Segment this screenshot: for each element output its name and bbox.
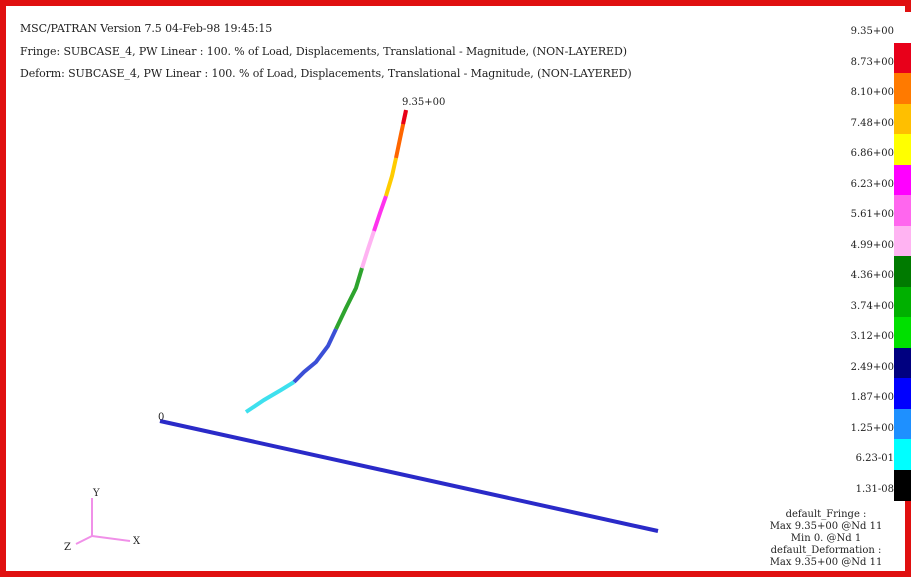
legend-label: 4.36+00 [850, 270, 894, 281]
deform-line: Deform: SUBCASE_4, PW Linear : 100. % of… [20, 67, 632, 80]
result-summary: default_Fringe : Max 9.35+00 @Nd 11 Min … [746, 509, 906, 569]
deformed-segment [360, 230, 376, 269]
legend-swatch [894, 134, 911, 165]
legend-label: 1.87+00 [850, 392, 894, 403]
fringe-line: Fringe: SUBCASE_4, PW Linear : 100. % of… [20, 45, 627, 58]
legend-label: 1.31-08 [855, 483, 894, 495]
origin-label: 0 [158, 412, 164, 423]
legend-label: 9.35+00 [850, 26, 894, 37]
z-axis-label: Z [64, 542, 71, 553]
undeformed-beam [159, 419, 659, 533]
deformed-segment [384, 157, 398, 197]
legend-label: 3.74+00 [850, 300, 894, 312]
legend-label: 4.99+00 [850, 239, 894, 251]
legend-swatch [894, 225, 911, 257]
legend-label: 5.61+00 [850, 209, 894, 220]
legend-swatch [894, 73, 911, 104]
deformed-segment [401, 109, 408, 125]
legend-label: 2.49+00 [850, 361, 894, 373]
legend-swatch [894, 408, 911, 440]
legend-swatch [894, 103, 911, 135]
legend-swatch [894, 469, 911, 501]
deformed-segment [372, 195, 388, 232]
deform-summary-title: default_Deformation : [770, 545, 882, 556]
legend-swatch [894, 317, 911, 348]
deformed-segment [292, 328, 338, 384]
fringe-summary-title: default_Fringe : [785, 509, 867, 520]
legend-swatch [894, 347, 911, 379]
tip-value-label: 9.35+00 [402, 97, 445, 108]
legend-swatch [894, 195, 911, 226]
legend-label: 8.73+00 [850, 56, 894, 68]
deformed-segment [334, 267, 364, 330]
legend-label: 6.23+00 [850, 178, 894, 190]
legend-label: 3.12+00 [850, 331, 894, 342]
legend-swatch [894, 256, 911, 287]
x-axis-label: X [133, 536, 141, 547]
fringe-max: Max 9.35+00 @Nd 11 [769, 521, 883, 532]
axis-triad: Y X Z [64, 488, 141, 553]
legend-swatch [894, 378, 911, 409]
legend-label: 8.10+00 [850, 87, 894, 98]
legend-label: 7.48+00 [850, 117, 894, 129]
deformed-segment [244, 380, 296, 414]
x-axis-line [91, 535, 131, 542]
legend-label: 6.86+00 [850, 148, 894, 159]
legend-label: 6.23-01 [855, 453, 894, 464]
legend-swatch [894, 286, 911, 318]
fringe-min: Min 0. @Nd 1 [790, 533, 862, 544]
legend-swatch [894, 42, 911, 74]
legend-label: 1.25+00 [850, 422, 894, 434]
y-axis-label: Y [92, 488, 100, 499]
version-line: MSC/PATRAN Version 7.5 04-Feb-98 19:45:1… [20, 22, 273, 35]
model-plot[interactable]: 9.35+00 0 Y X Z [6, 6, 911, 583]
legend-swatch [894, 164, 911, 196]
deform-max: Max 9.35+00 @Nd 11 [769, 557, 883, 568]
legend-swatch [894, 439, 911, 470]
legend-swatch [894, 12, 911, 43]
z-axis-line [75, 535, 93, 545]
fringe-legend: 9.35+00 8.73+00 8.10+00 7.48+00 6.86+00 6.23+… [832, 12, 911, 511]
